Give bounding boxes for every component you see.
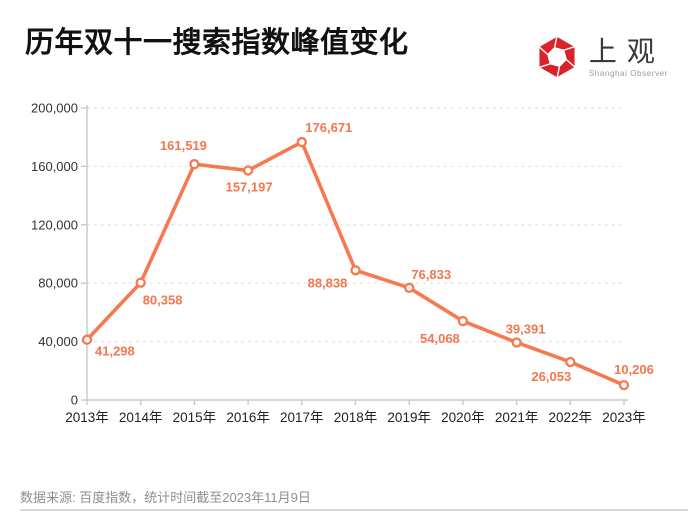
data-point bbox=[242, 165, 254, 176]
data-line bbox=[85, 140, 626, 387]
x-tick-label: 2021年 bbox=[495, 410, 539, 425]
data-point bbox=[81, 334, 93, 345]
data-point-label: 10,206 bbox=[614, 362, 654, 377]
line-chart: 0 40,000 80,000 120,000 160,000 200,000 2013年 2… bbox=[31, 101, 654, 426]
chart-area: 0 40,000 80,000 120,000 160,000 200,000 2013年 2… bbox=[0, 95, 700, 445]
data-source-note: 数据来源: 百度指数，统计时间截至2023年11月9日 bbox=[20, 490, 311, 505]
data-point-label: 39,391 bbox=[506, 321, 546, 336]
y-tick-label: 200,000 bbox=[31, 101, 78, 116]
x-tick-label: 2022年 bbox=[549, 410, 593, 425]
y-tick-label: 120,000 bbox=[31, 217, 78, 232]
data-point-label: 76,833 bbox=[411, 267, 451, 282]
logo-text: 上观 Shanghai Observer bbox=[588, 34, 668, 78]
x-tick-label: 2023年 bbox=[602, 410, 646, 425]
data-point bbox=[350, 265, 361, 276]
x-tick-label: 2020年 bbox=[441, 410, 485, 425]
x-tick-label: 2015年 bbox=[173, 410, 217, 425]
page-title: 历年双十一搜索指数峰值变化 bbox=[25, 27, 409, 59]
x-tick-label: 2018年 bbox=[334, 410, 378, 425]
y-tick-label: 160,000 bbox=[31, 159, 78, 174]
data-point bbox=[618, 379, 630, 391]
aperture-blade bbox=[538, 35, 558, 56]
data-point bbox=[135, 277, 146, 288]
logo-name-cn: 上观 bbox=[588, 34, 665, 68]
data-point-label: 157,197 bbox=[226, 179, 273, 194]
x-tick-label: 2014年 bbox=[119, 410, 163, 425]
data-point-label: 26,053 bbox=[531, 369, 571, 384]
data-point-label: 161,519 bbox=[160, 138, 207, 153]
data-point bbox=[511, 337, 522, 348]
data-point-label: 54,068 bbox=[420, 331, 460, 346]
x-tick-label: 2013年 bbox=[65, 410, 109, 425]
logo-name-en: Shanghai Observer bbox=[588, 68, 668, 78]
x-tick-label: 2019年 bbox=[387, 410, 431, 425]
data-point bbox=[565, 356, 576, 368]
shanghai-observer-logo: 上观 Shanghai Observer bbox=[535, 34, 668, 80]
data-point-label: 88,838 bbox=[308, 275, 348, 290]
aperture-logo-icon bbox=[538, 35, 576, 79]
y-tick-label: 40,000 bbox=[38, 334, 78, 349]
data-point-label: 41,298 bbox=[95, 344, 135, 359]
x-tick-label: 2016年 bbox=[226, 410, 270, 425]
x-tick-label: 2017年 bbox=[280, 410, 324, 425]
data-point bbox=[189, 159, 200, 170]
data-point bbox=[457, 315, 469, 327]
data-point bbox=[296, 136, 307, 148]
data-point-label: 176,671 bbox=[305, 120, 352, 135]
footer-divider bbox=[20, 509, 688, 511]
data-point-label: 80,358 bbox=[143, 293, 183, 308]
y-tick-label: 80,000 bbox=[38, 276, 78, 291]
data-point bbox=[404, 282, 415, 293]
y-tick-label: 0 bbox=[71, 393, 78, 408]
